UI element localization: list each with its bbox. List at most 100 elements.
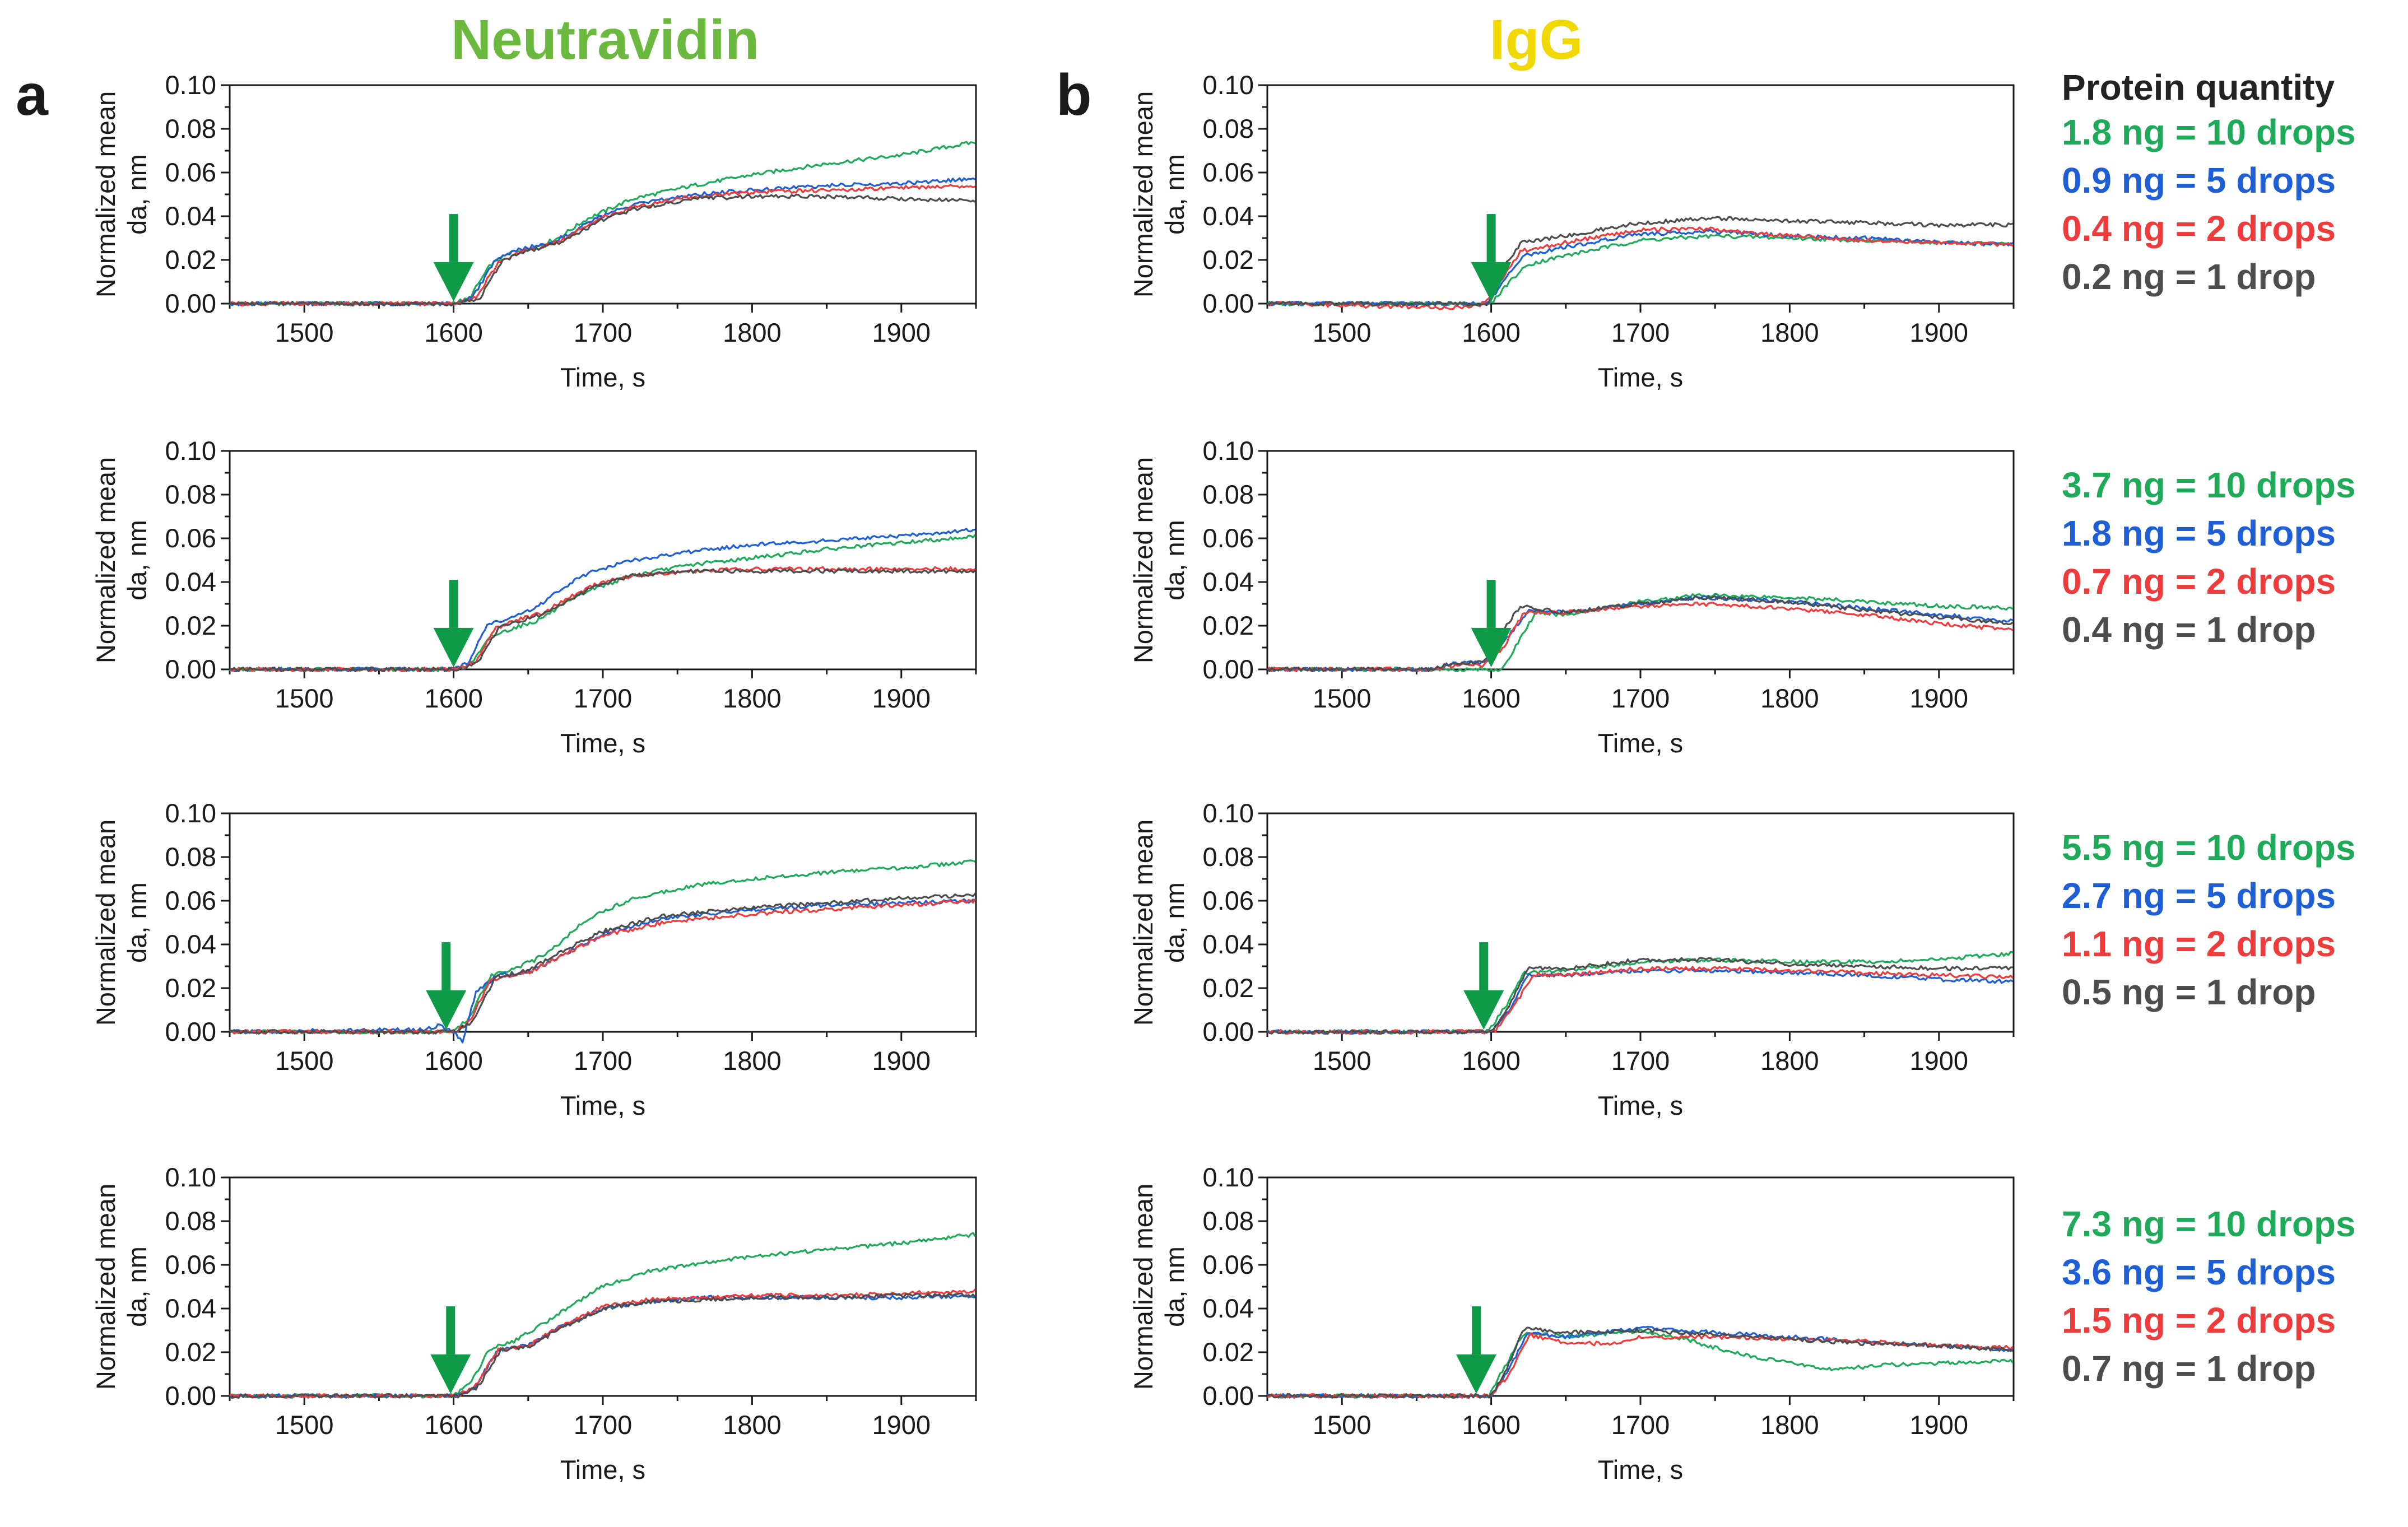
y-tick-label: 0.04 <box>1203 929 1254 959</box>
x-axis-title: Time, s <box>560 1091 645 1120</box>
y-axis-title-line: da, nm <box>122 1246 152 1327</box>
y-axis-title: Normalized meanda, nm <box>1128 457 1189 663</box>
series-line-1 <box>229 141 976 307</box>
x-tick-label: 1700 <box>1611 318 1670 347</box>
x-tick-label: 1700 <box>574 318 633 347</box>
series-line-1 <box>1266 593 2014 672</box>
x-tick-label: 1700 <box>1611 1046 1670 1076</box>
legend-entry: 0.2 ng = 1 drop <box>2062 257 2316 297</box>
series-line-1 <box>1266 234 2013 307</box>
injection-arrow-icon <box>433 262 474 302</box>
injection-arrow-icon <box>1471 262 1512 302</box>
chart-panel-b-row-3: 0.00 0.02 0.04 0.06 0.08 0.10 1500 1600 1700 1800… <box>1128 798 2015 1120</box>
legend-entry: 1.8 ng = 5 drops <box>2062 513 2336 553</box>
y-axis-title-line: da, nm <box>1160 154 1189 235</box>
y-tick-label: 0.10 <box>1203 436 1254 465</box>
chart-grid: 0.00 0.02 0.04 0.06 0.08 0.10 1500 1600 1700 1800… <box>91 70 2015 1484</box>
y-axis-title: Normalized meanda, nm <box>91 457 152 663</box>
x-tick-label: 1500 <box>275 1046 334 1076</box>
plot-frame <box>1266 812 2015 1033</box>
chart-panel-a-row-2: 0.00 0.02 0.04 0.06 0.08 0.10 1500 1600 1700 1800… <box>91 436 977 758</box>
x-tick-label: 1600 <box>1462 683 1521 713</box>
series-line-1 <box>1266 951 2013 1035</box>
y-tick-label: 0.00 <box>1203 1381 1254 1410</box>
y-tick-label: 0.06 <box>165 1250 216 1279</box>
y-tick-label: 0.02 <box>165 973 216 1003</box>
y-tick-label: 0.04 <box>1203 1293 1254 1323</box>
chart-panel-a-row-1: 0.00 0.02 0.04 0.06 0.08 0.10 1500 1600 1700 1800… <box>91 70 977 392</box>
x-axis-title: Time, s <box>1598 362 1683 392</box>
x-tick-label: 1600 <box>1462 318 1521 347</box>
y-axis-title-line: Normalized mean <box>91 457 120 663</box>
x-axis-title: Time, s <box>1598 728 1683 758</box>
column-title-neutravidin: Neutravidin <box>451 8 759 71</box>
x-tick-label: 1900 <box>872 1410 931 1440</box>
series-line-1 <box>229 859 976 1035</box>
series-line-1 <box>1267 1329 2014 1399</box>
y-tick-label: 0.02 <box>1203 973 1254 1003</box>
x-tick-label: 1900 <box>872 1046 931 1076</box>
legend-entry: 2.7 ng = 5 drops <box>2062 876 2336 916</box>
injection-arrow-shaft <box>446 1306 455 1354</box>
series-line-3 <box>229 898 977 1035</box>
chart-panel-b-row-1: 0.00 0.02 0.04 0.06 0.08 0.10 1500 1600 1700 1800… <box>1128 70 2015 392</box>
legend-entry: 5.5 ng = 10 drops <box>2062 827 2356 868</box>
y-tick-label: 0.00 <box>1203 654 1254 684</box>
series-line-2 <box>229 528 975 673</box>
y-axis-title: Normalized meanda, nm <box>91 1184 152 1390</box>
y-tick-label: 0.00 <box>165 1017 216 1046</box>
x-tick-label: 1500 <box>1313 318 1372 347</box>
legend-title: Protein quantity <box>2062 67 2335 108</box>
y-axis-title-line: Normalized mean <box>91 91 120 297</box>
plot-frame <box>229 84 977 305</box>
y-axis-title-line: da, nm <box>122 882 152 963</box>
series-line-4 <box>1267 216 2014 306</box>
x-tick-label: 1700 <box>574 1046 633 1076</box>
legend-entry: 3.6 ng = 5 drops <box>2062 1252 2336 1292</box>
y-axis-title-line: Normalized mean <box>1128 820 1158 1026</box>
y-tick-label: 0.06 <box>1203 157 1254 187</box>
x-tick-label: 1600 <box>424 1410 483 1440</box>
x-tick-label: 1500 <box>1313 683 1372 713</box>
y-tick-label: 0.10 <box>1203 1162 1254 1192</box>
x-tick-label: 1500 <box>275 1410 334 1440</box>
x-tick-label: 1700 <box>574 683 633 713</box>
series-line-3 <box>229 1288 976 1399</box>
y-tick-label: 0.04 <box>165 201 216 231</box>
x-axis-title: Time, s <box>560 728 645 758</box>
injection-arrow-shaft <box>449 214 458 262</box>
plot-frame <box>1266 450 2015 671</box>
legend-entry: 7.3 ng = 10 drops <box>2062 1204 2356 1244</box>
y-axis-title-line: Normalized mean <box>91 1184 120 1390</box>
x-axis-title: Time, s <box>1598 1455 1683 1484</box>
injection-arrow-icon <box>1471 627 1512 668</box>
x-tick-label: 1800 <box>723 318 782 347</box>
injection-arrow-shaft <box>449 580 458 628</box>
column-title-igg: IgG <box>1490 8 1583 71</box>
panel-label-b: b <box>1056 63 1092 128</box>
x-tick-label: 1700 <box>574 1410 633 1440</box>
injection-arrow-shaft <box>1486 214 1496 262</box>
x-tick-label: 1800 <box>723 1410 782 1440</box>
chart-panel-b-row-2: 0.00 0.02 0.04 0.06 0.08 0.10 1500 1600 1700 1800… <box>1128 436 2015 758</box>
y-tick-label: 0.10 <box>165 70 216 100</box>
x-tick-label: 1600 <box>424 683 483 713</box>
x-tick-label: 1700 <box>1611 1410 1670 1440</box>
y-tick-label: 0.08 <box>1203 1206 1254 1236</box>
x-tick-label: 1900 <box>872 318 931 347</box>
y-tick-label: 0.10 <box>165 798 216 828</box>
x-tick-label: 1800 <box>1760 683 1819 713</box>
legend-entry: 3.7 ng = 10 drops <box>2062 465 2356 505</box>
y-tick-label: 0.04 <box>165 929 216 959</box>
y-tick-label: 0.06 <box>165 886 216 915</box>
y-tick-label: 0.10 <box>165 436 216 465</box>
y-tick-label: 0.10 <box>1203 798 1254 828</box>
series-line-2 <box>229 898 976 1044</box>
injection-arrow-icon <box>426 990 467 1030</box>
y-tick-label: 0.02 <box>165 611 216 640</box>
series-line-4 <box>1267 1326 2014 1399</box>
y-tick-label: 0.02 <box>165 245 216 274</box>
chart-panel-a-row-3: 0.00 0.02 0.04 0.06 0.08 0.10 1500 1600 1700 1800… <box>91 798 977 1120</box>
y-tick-label: 0.08 <box>1203 114 1254 143</box>
